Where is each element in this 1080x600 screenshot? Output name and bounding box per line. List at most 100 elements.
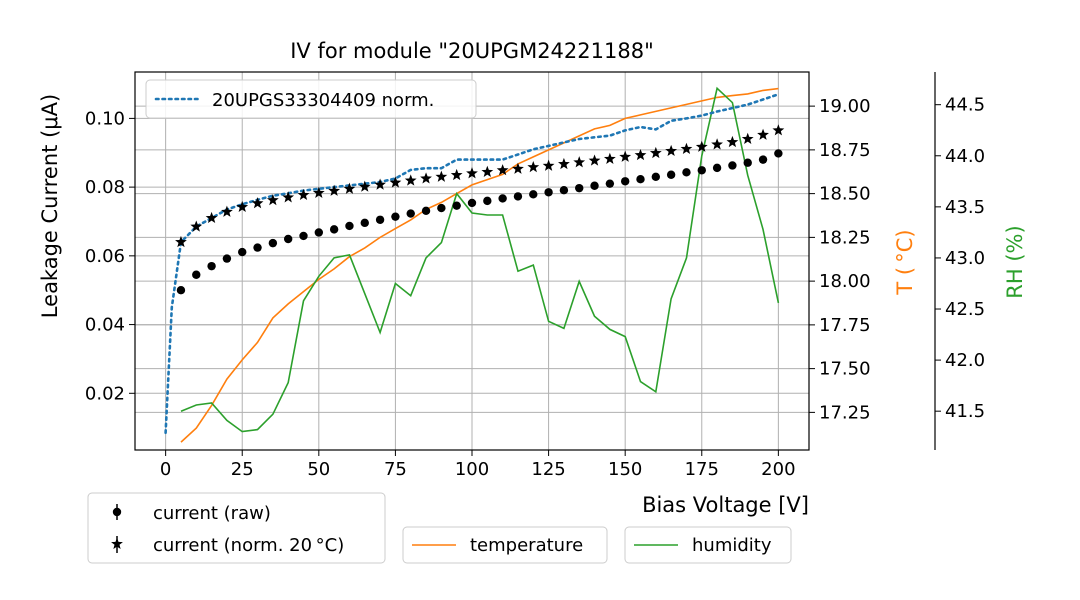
legend-temperature-label: temperature xyxy=(470,535,583,556)
current-norm-point xyxy=(282,191,295,203)
current-raw-point xyxy=(666,170,676,179)
current-norm-point xyxy=(527,160,540,173)
current-raw-point xyxy=(467,198,477,208)
temperature-tick-label: 18.50 xyxy=(819,184,871,205)
current-raw-point xyxy=(222,254,232,263)
current-norm-point xyxy=(450,168,463,181)
current-raw-point xyxy=(758,155,768,164)
current-raw-point xyxy=(605,179,615,188)
current-raw-point xyxy=(774,149,783,158)
legend-humidity xyxy=(624,526,792,564)
humidity-line xyxy=(180,86,780,433)
current-raw-point xyxy=(192,270,201,279)
current-norm-point xyxy=(343,182,356,194)
current-raw-point xyxy=(207,261,216,271)
x-tick-label: 75 xyxy=(384,459,407,480)
current-raw-point xyxy=(345,221,354,231)
current-norm-point xyxy=(741,132,754,145)
current-norm-point xyxy=(466,167,478,179)
current-raw-point xyxy=(437,203,446,213)
current-raw-point xyxy=(513,192,523,201)
current-norm-point xyxy=(573,156,586,168)
legend-raw-marker xyxy=(112,507,122,517)
chart-title: IV for module "20UPGM24221188" xyxy=(290,39,654,63)
current-raw-point xyxy=(268,238,278,248)
legend-norm-marker xyxy=(111,537,123,550)
current-norm-point xyxy=(328,184,341,196)
current-raw-point xyxy=(697,166,706,175)
current-norm-point xyxy=(711,138,723,150)
y-tick-label: 0.02 xyxy=(85,383,125,404)
legend-raw-label: current (raw) xyxy=(153,503,271,524)
current-raw-point xyxy=(682,168,691,177)
y-tick-label: 0.06 xyxy=(85,246,125,267)
current-norm-point xyxy=(772,124,785,136)
current-norm-point xyxy=(236,200,249,213)
x-tick-label: 150 xyxy=(608,459,642,480)
current-raw-point xyxy=(238,247,247,257)
current-raw-point xyxy=(253,243,262,252)
legend-humidity-label: humidity xyxy=(692,535,772,556)
current-norm-point xyxy=(435,170,448,182)
legend-reference-label: 20UPGS33304409 norm. xyxy=(212,90,434,111)
current-norm-point xyxy=(757,128,769,140)
current-norm-point xyxy=(190,220,203,232)
y-tick-label: 0.04 xyxy=(85,315,125,336)
temperature-tick-label: 18.75 xyxy=(819,140,871,161)
current-norm-point xyxy=(726,135,739,148)
current-norm-point xyxy=(251,197,264,209)
current-norm-point xyxy=(680,142,693,154)
current-raw-point xyxy=(452,201,461,210)
current-raw-point xyxy=(314,228,324,237)
current-raw-point xyxy=(590,181,599,190)
x-tick-label: 0 xyxy=(160,459,171,480)
legend-reference xyxy=(145,79,477,119)
temperature-tick-label: 18.00 xyxy=(819,271,871,292)
current-raw-point xyxy=(360,218,369,228)
legends: 20UPGS33304409 norm. current (raw) current… xyxy=(87,79,792,564)
current-raw-point xyxy=(575,183,584,193)
current-norm-point xyxy=(312,186,325,198)
current-raw-point xyxy=(421,206,431,216)
humidity-tick-label: 43.0 xyxy=(945,248,985,269)
y-axis-label: Leakage Current (μA) xyxy=(38,94,62,318)
current-norm-point xyxy=(634,148,647,161)
current-raw-point xyxy=(176,286,186,295)
axes: 0 25 50 75 100 125 150 175 200 0.02 0.04 0.06 0.08 0.… xyxy=(85,71,985,480)
current-norm-point xyxy=(649,146,662,159)
x-tick-label: 25 xyxy=(231,459,254,480)
temperature-line xyxy=(180,87,779,443)
y-tick-label: 0.08 xyxy=(85,177,125,198)
current-raw-point xyxy=(375,215,385,224)
current-norm-point xyxy=(205,211,218,224)
current-norm-point xyxy=(221,205,233,217)
current-norm-point xyxy=(374,178,386,190)
temperature-tick-label: 19.00 xyxy=(819,96,871,117)
current-norm-point xyxy=(665,144,678,157)
temperature-tick-label: 18.25 xyxy=(819,227,871,248)
current-raw-point xyxy=(391,212,400,221)
temperature-tick-label: 17.50 xyxy=(819,359,871,380)
current-raw-point xyxy=(406,209,415,218)
humidity-tick-label: 42.5 xyxy=(945,299,985,320)
humidity-tick-label: 41.5 xyxy=(945,401,985,422)
current-raw-point xyxy=(498,194,507,203)
current-raw-point xyxy=(651,172,661,182)
current-norm-point xyxy=(358,180,371,192)
current-norm-point xyxy=(420,172,432,184)
legend-currents xyxy=(87,492,386,564)
humidity-axis-label: RH (%) xyxy=(1003,225,1027,298)
x-tick-label: 200 xyxy=(761,459,795,480)
current-norm-point xyxy=(389,176,402,188)
legend-temperature xyxy=(402,526,608,564)
current-norm-point xyxy=(297,188,310,201)
current-raw-point xyxy=(712,163,722,173)
current-raw-point xyxy=(559,186,569,195)
humidity-tick-label: 43.5 xyxy=(945,197,985,218)
x-tick-label: 50 xyxy=(307,459,330,480)
current-norm-point xyxy=(558,157,570,170)
current-raw-point xyxy=(743,158,752,167)
current-norm-point xyxy=(175,235,187,248)
humidity-tick-label: 44.5 xyxy=(945,95,985,116)
